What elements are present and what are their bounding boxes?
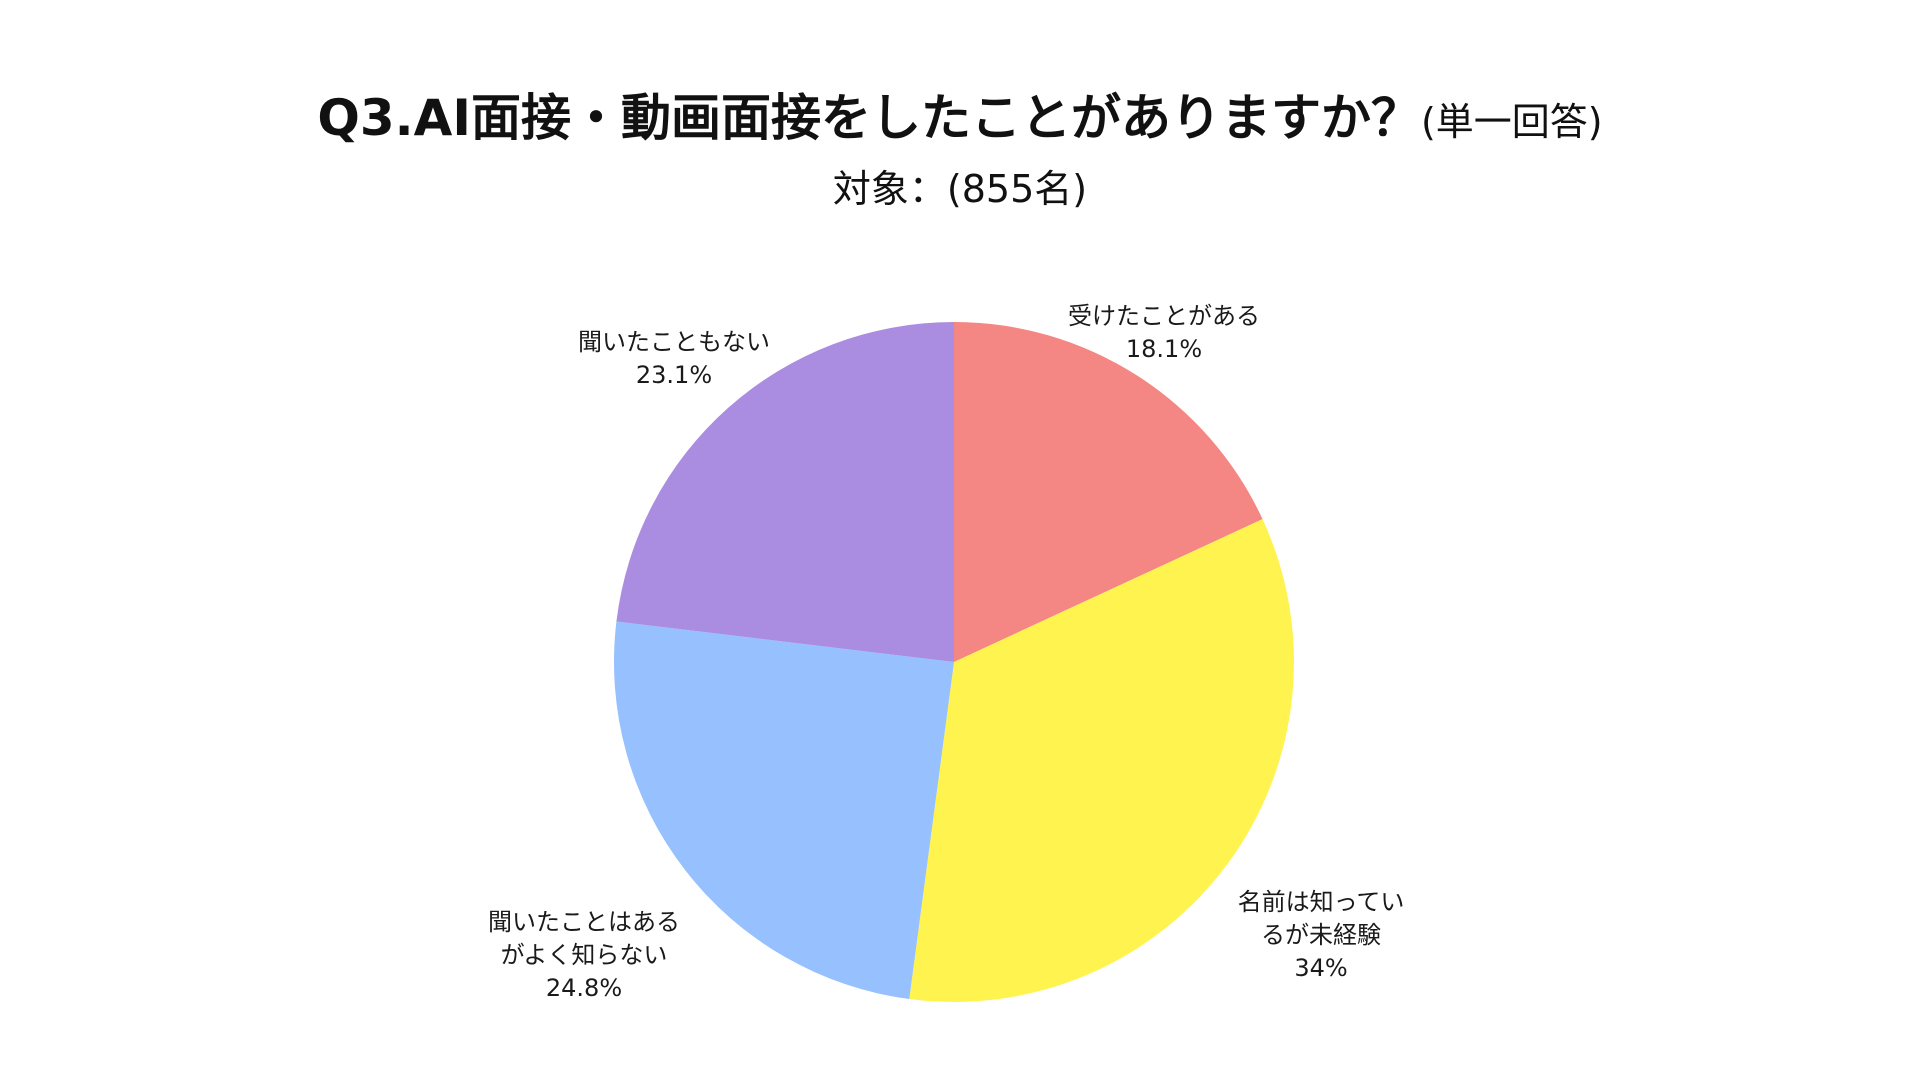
chart-title-main: Q3.AI面接・動画面接をしたことがありますか？ xyxy=(317,89,1421,147)
slice-label-never-heard: 聞いたこともない 23.1% xyxy=(514,326,834,392)
slice-label-text: 名前は知ってい xyxy=(1237,888,1405,916)
pie-slice-heard-not-familiar xyxy=(614,621,954,1000)
slice-label-text: がよく知らない xyxy=(500,941,668,969)
chart-title: Q3.AI面接・動画面接をしたことがありますか？(単一回答) xyxy=(0,78,1920,150)
pie-slice-never-heard xyxy=(616,322,954,662)
slice-label-text: るが未経験 xyxy=(1261,921,1381,949)
slice-value-label: 18.1% xyxy=(1125,335,1203,363)
slice-label-text: 受けたことがある xyxy=(1068,302,1260,330)
slice-value-label: 23.1% xyxy=(635,361,713,389)
pie-slice-received xyxy=(954,322,1263,662)
slice-value-label: 24.8% xyxy=(545,974,623,1002)
chart-subtitle: 対象：(855名) xyxy=(832,167,1088,211)
slice-label-heard-not-familiar: 聞いたことはある がよく知らない 24.8% xyxy=(424,906,744,1005)
slice-value-label: 34% xyxy=(1294,954,1348,982)
slice-label-text: 聞いたことはある xyxy=(488,908,680,936)
pie-slice-known-not-experienced xyxy=(909,519,1294,1002)
slice-label-text: 聞いたこともない xyxy=(578,328,770,356)
chart-title-note: (単一回答) xyxy=(1420,100,1603,144)
slice-label-known-not-experienced: 名前は知ってい るが未経験 34% xyxy=(1161,886,1481,985)
slice-label-received: 受けたことがある 18.1% xyxy=(1004,300,1324,366)
